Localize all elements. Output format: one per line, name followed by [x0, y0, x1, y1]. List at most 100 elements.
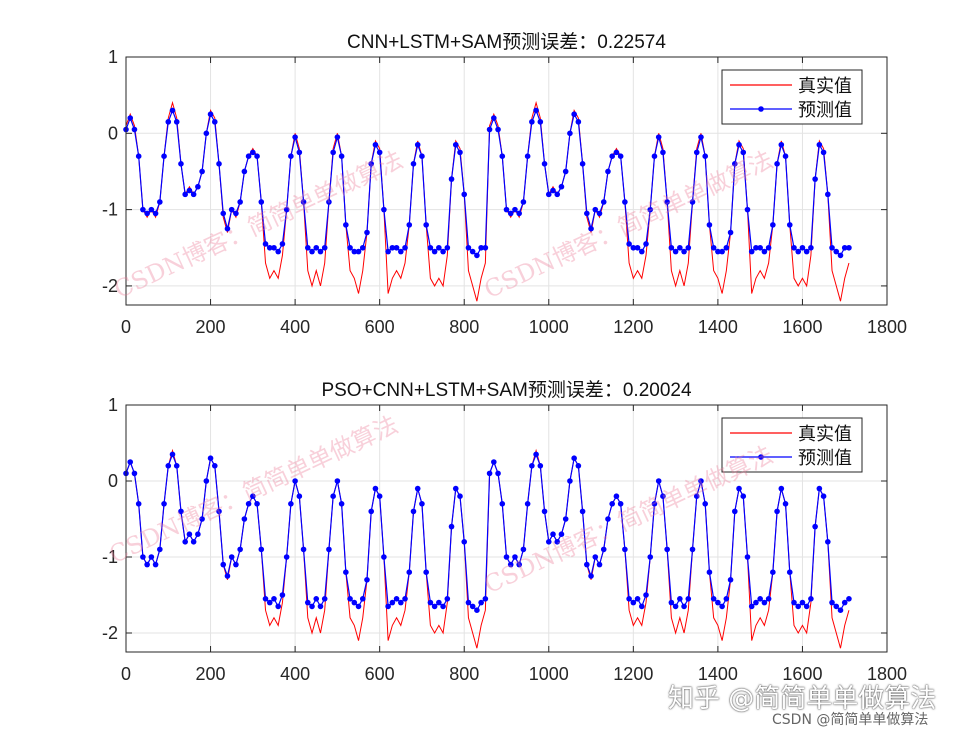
- data-point: [304, 599, 311, 606]
- data-point: [461, 539, 468, 545]
- axes-top: 0 200 400 600 800 1000 1200 1400 1600 1800 -2 -1 0 1 C…: [102, 31, 907, 337]
- x-tick-label: 800: [449, 664, 479, 684]
- data-point: [698, 134, 704, 140]
- data-point: [537, 119, 544, 125]
- data-point: [359, 596, 366, 602]
- data-point: [715, 599, 721, 606]
- data-point: [228, 206, 235, 213]
- data-point: [617, 153, 624, 159]
- data-point: [211, 463, 218, 469]
- y-tick-label: 1: [108, 395, 118, 415]
- data-point: [152, 210, 159, 217]
- data-point: [499, 153, 506, 159]
- x-tick-label: 1600: [782, 317, 822, 337]
- data-point: [541, 508, 548, 515]
- data-point: [778, 141, 785, 148]
- data-point: [550, 531, 556, 537]
- data-point: [359, 244, 366, 251]
- data-point: [702, 501, 709, 507]
- x-tick-label: 1200: [613, 664, 653, 684]
- data-point: [127, 459, 134, 465]
- data-point: [436, 599, 442, 606]
- chart-title: CNN+LSTM+SAM预测误差：0.22574: [347, 31, 666, 53]
- data-point: [575, 463, 582, 469]
- data-point: [681, 248, 687, 255]
- data-point: [482, 596, 489, 602]
- data-point: [250, 149, 256, 156]
- data-point: [338, 153, 345, 159]
- data-point: [448, 176, 455, 182]
- data-point: [803, 248, 810, 255]
- data-point: [579, 161, 586, 167]
- x-tick-label: 0: [121, 664, 131, 684]
- data-point: [347, 596, 353, 602]
- data-point: [216, 508, 222, 515]
- x-tick-label: 400: [280, 317, 310, 337]
- data-point: [258, 199, 265, 205]
- x-tick-label: 1000: [529, 317, 569, 337]
- x-tick-label: 600: [365, 664, 395, 684]
- data-point: [469, 248, 476, 255]
- data-point: [440, 248, 446, 255]
- data-point: [161, 501, 167, 507]
- data-point: [655, 134, 662, 140]
- data-point: [672, 248, 679, 255]
- data-point: [507, 210, 514, 217]
- data-point: [190, 539, 197, 545]
- data-point: [241, 516, 248, 522]
- data-point: [169, 107, 176, 114]
- data-point: [190, 191, 197, 198]
- data-point: [304, 244, 311, 251]
- data-point: [799, 244, 806, 251]
- data-point: [266, 244, 273, 251]
- y-tick-label: -2: [102, 623, 118, 643]
- data-point: [516, 561, 522, 568]
- y-tick-label: -1: [102, 547, 118, 567]
- y-tick-label: 0: [108, 123, 118, 143]
- data-point: [689, 546, 696, 553]
- data-point: [131, 470, 138, 477]
- x-tick-label: 1200: [613, 317, 653, 337]
- data-point: [347, 244, 353, 251]
- data-point: [203, 130, 210, 137]
- data-point: [288, 501, 294, 507]
- data-point: [571, 111, 577, 118]
- data-point: [765, 244, 772, 251]
- data-point: [474, 607, 480, 613]
- data-point: [689, 199, 696, 205]
- data-point: [592, 206, 599, 213]
- data-point: [820, 149, 827, 156]
- data-point: [774, 508, 780, 515]
- data-point: [660, 149, 666, 156]
- data-point: [520, 546, 527, 553]
- y-tick-label: 0: [108, 471, 118, 491]
- data-point: [309, 603, 315, 610]
- data-point: [169, 451, 176, 458]
- data-point: [469, 603, 476, 610]
- data-point: [406, 569, 413, 575]
- data-point: [313, 596, 320, 602]
- data-point: [203, 478, 210, 484]
- data-point: [706, 569, 713, 575]
- data-point: [841, 599, 848, 606]
- data-point: [457, 493, 463, 500]
- series-line-预测值: [125, 108, 849, 257]
- data-point: [812, 176, 818, 182]
- data-point: [770, 569, 776, 575]
- data-point: [283, 554, 290, 560]
- data-point: [723, 244, 730, 251]
- legend-label: 预测值: [798, 448, 852, 468]
- data-point: [338, 501, 345, 507]
- data-point: [279, 592, 286, 598]
- data-point: [503, 206, 510, 213]
- data-point: [258, 546, 265, 553]
- x-tick-label: 200: [196, 664, 226, 684]
- data-point: [423, 222, 429, 228]
- data-point: [520, 199, 527, 205]
- data-point: [478, 244, 484, 251]
- data-point: [710, 244, 717, 251]
- data-point: [288, 153, 294, 159]
- data-point: [592, 554, 599, 560]
- data-point: [825, 191, 831, 198]
- data-point: [588, 225, 594, 232]
